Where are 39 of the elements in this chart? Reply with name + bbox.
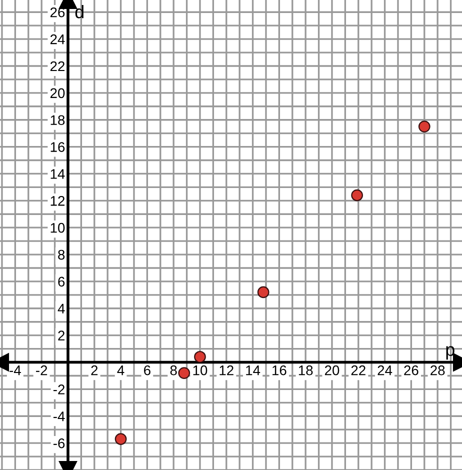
y-tick-label: 10 [50, 222, 65, 233]
y-tick-label: 24 [50, 34, 65, 44]
y-tick-label: -2 [53, 384, 65, 394]
point [418, 120, 430, 133]
y-tick-label: 8 [58, 250, 65, 260]
x-tick-label: 14 [246, 366, 260, 376]
y-axis-title: d [75, 5, 84, 18]
x-tick-label: 28 [430, 365, 445, 376]
x-tick-label: -2 [36, 365, 48, 376]
point [178, 367, 190, 379]
y-tick-label: 22 [50, 61, 65, 72]
x-tick-label: 12 [220, 365, 234, 376]
y-tick-label: 18 [50, 115, 65, 126]
x-tick-label: 22 [351, 365, 366, 376]
x-tick-label: -4 [10, 366, 21, 376]
y-tick-label: 6 [58, 276, 65, 287]
y-tick-label: 4 [58, 304, 65, 314]
x-tick-label: 20 [324, 365, 340, 376]
x-tick-label: 2 [91, 365, 98, 376]
x-tick-label: 16 [272, 365, 286, 376]
y-tick-label: 2 [58, 330, 65, 340]
x-tick-label: 4 [117, 366, 124, 376]
x-tick-label: 26 [404, 365, 418, 376]
x-tick-label: 10 [193, 365, 208, 376]
point [257, 286, 270, 298]
x-tick-label: 6 [144, 365, 150, 376]
y-tick-label: 16 [50, 142, 65, 152]
x-tick-label: 24 [378, 365, 392, 376]
point [114, 433, 127, 445]
y-tick-label: 14 [50, 169, 65, 179]
y-tick-label: 12 [50, 196, 65, 206]
x-tick-label: 8 [170, 365, 177, 376]
x-tick-label: 18 [298, 365, 313, 376]
point [194, 350, 206, 363]
y-tick-label: -6 [53, 438, 65, 448]
point [351, 189, 363, 202]
x-axis-title: p [446, 346, 454, 360]
y-tick-label: -4 [53, 412, 65, 422]
y-tick-label: 20 [50, 88, 65, 98]
